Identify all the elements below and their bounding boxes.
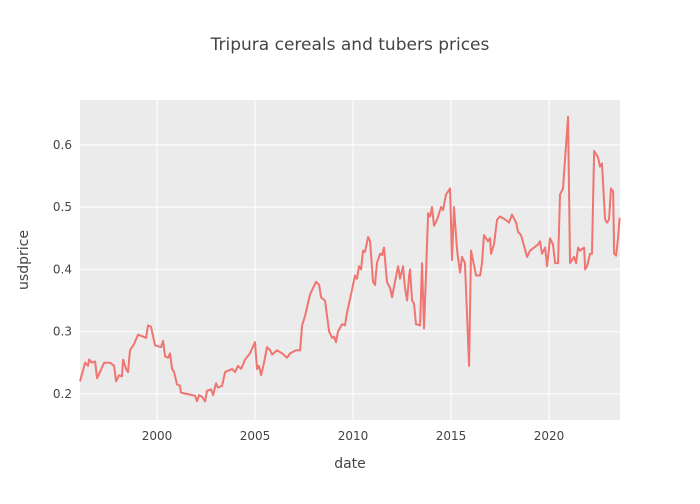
x-tick-label: 2000 [142,429,173,443]
plot-area [80,100,620,420]
price-line [79,115,621,403]
marks [79,115,621,403]
x-tick-label: 2020 [534,429,565,443]
x-tick-label: 2010 [338,429,369,443]
y-tick-label: 0.5 [53,200,72,214]
chart-title: Tripura cereals and tubers prices [210,35,490,55]
y-axis-title: usdprice [16,230,32,290]
x-tick-label: 2015 [436,429,467,443]
y-tick-label: 0.2 [53,387,72,401]
y-tick-label: 0.4 [53,262,72,276]
x-tick-label: 2005 [240,429,271,443]
y-tick-label: 0.6 [53,138,72,152]
y-tick-label: 0.3 [53,325,72,339]
x-axis-title: date [334,456,366,472]
labels: 0.2 0.3 0.4 0.5 0.6 2000 2005 2010 2015 2020 [53,138,564,443]
